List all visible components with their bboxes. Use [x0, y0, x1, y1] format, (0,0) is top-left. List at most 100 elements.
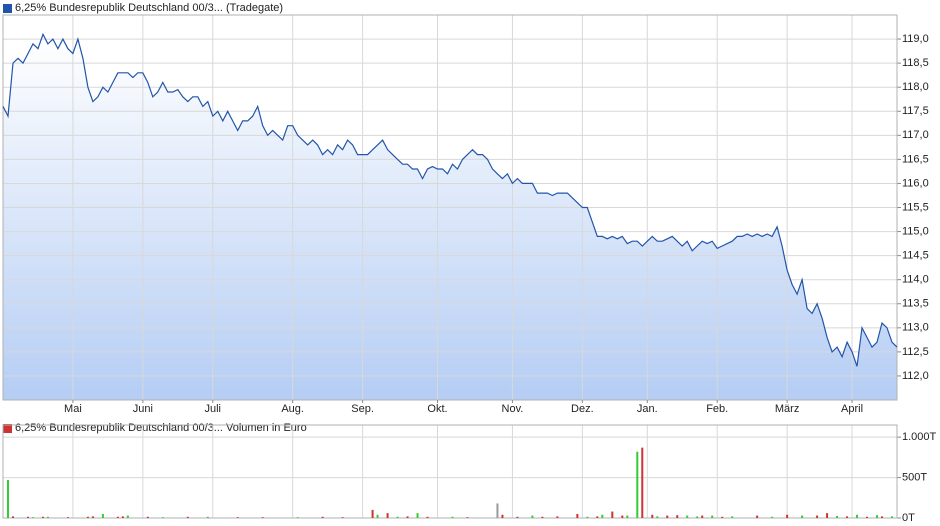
volume-bar: [816, 515, 819, 518]
volume-bar: [236, 517, 239, 518]
volume-bar: [856, 514, 859, 518]
y-tick-label: 117,5: [902, 105, 929, 117]
volume-bar: [371, 509, 374, 518]
volume-bar: [541, 516, 544, 518]
legend-label: 6,25% Bundesrepublik Deutschland 00/3...…: [15, 2, 283, 14]
volume-bar: [881, 516, 884, 518]
volume-bar: [116, 516, 119, 518]
legend-label: 6,25% Bundesrepublik Deutschland 00/3...…: [15, 422, 307, 434]
legend-swatch: [3, 424, 12, 433]
legend-swatch: [3, 4, 12, 13]
volume-bar: [31, 517, 34, 518]
x-tick-label: Feb.: [706, 403, 728, 415]
y-tick-label: 117,0: [902, 129, 929, 141]
volume-bar: [146, 516, 149, 518]
volume-bar: [701, 515, 704, 518]
volume-bar: [666, 515, 669, 518]
volume-bar: [396, 516, 399, 518]
volume-bar: [696, 516, 699, 518]
volume-bar: [656, 516, 659, 518]
x-tick-label: Jan.: [637, 403, 658, 415]
x-tick-label: März: [775, 403, 799, 415]
volume-bar: [206, 516, 209, 518]
x-tick-label: Dez.: [571, 403, 594, 415]
x-tick-label: Mai: [64, 403, 82, 415]
y-tick-label: 114,5: [902, 250, 929, 262]
volume-bar: [626, 515, 629, 518]
y-tick-label: 116,5: [902, 153, 929, 165]
volume-bar: [731, 516, 734, 518]
plot-frame: [2, 424, 898, 519]
plot-frame: [2, 14, 898, 401]
x-tick-label: Nov.: [502, 403, 524, 415]
volume-bar: [321, 516, 324, 518]
volume-bar: [756, 515, 759, 518]
volume-bar: [161, 517, 164, 518]
volume-bar: [516, 516, 519, 518]
volume-bar: [386, 513, 389, 518]
volume-bar: [801, 515, 804, 518]
volume-bar: [426, 516, 429, 518]
volume-bar: [601, 514, 604, 518]
volume-bar: [451, 516, 454, 518]
volume-bar: [91, 516, 94, 518]
volume-bar: [66, 517, 69, 518]
volume-bar: [636, 451, 639, 518]
y-tick-label: 112,5: [902, 346, 929, 358]
y-tick-label: 112,0: [902, 370, 929, 382]
y-tick-label: 118,0: [902, 81, 929, 93]
volume-bar: [596, 516, 599, 518]
volume-bar: [641, 447, 644, 518]
volume-bar: [676, 515, 679, 518]
volume-bar: [866, 516, 869, 518]
volume-bar: [126, 515, 129, 518]
y-tick-label: 115,0: [902, 225, 929, 237]
volume-bar: [496, 503, 499, 518]
volume-bar: [686, 515, 689, 518]
price-line: [2, 32, 898, 367]
volume-bar: [46, 516, 49, 518]
volume-bar: [406, 516, 409, 518]
volume-bar: [466, 517, 469, 518]
y-tick-label: 113,5: [902, 298, 929, 310]
volume-bar: [826, 513, 829, 518]
volume-bar: [41, 516, 44, 518]
y-tick-label: 113,0: [902, 322, 929, 334]
volume-bar: [876, 515, 879, 518]
volume-bar: [296, 517, 299, 518]
volume-bar: [891, 516, 894, 518]
volume-bar: [556, 516, 559, 518]
volume-bar: [771, 516, 774, 518]
volume-bar: [416, 513, 419, 518]
volume-bar: [721, 516, 724, 518]
volume-bar: [846, 516, 849, 518]
x-tick-label: Okt.: [427, 403, 447, 415]
volume-bar: [261, 517, 264, 518]
volume-bar: [186, 516, 189, 518]
volume-bar: [501, 514, 504, 518]
x-tick-label: April: [841, 403, 863, 415]
volume-bar: [86, 516, 89, 518]
y-tick-label: 114,0: [902, 274, 929, 286]
volume-bar: [101, 513, 104, 518]
volume-bar: [341, 517, 344, 518]
y-tick-label: 0T: [902, 512, 915, 524]
x-tick-label: Sep.: [351, 403, 374, 415]
volume-bar: [576, 513, 579, 518]
volume-bar: [531, 515, 534, 518]
volume-bar: [711, 515, 714, 518]
x-tick-label: Juli: [205, 403, 222, 415]
x-tick-label: Aug.: [281, 403, 304, 415]
y-tick-label: 500T: [902, 471, 927, 483]
volume-bar: [621, 515, 624, 518]
volume-bar: [586, 516, 589, 518]
x-tick-label: Juni: [133, 403, 153, 415]
volume-bar: [376, 514, 379, 518]
volume-bar: [121, 516, 124, 518]
volume-bar: [611, 511, 614, 518]
volume-bar: [6, 479, 9, 518]
y-tick-label: 115,5: [902, 201, 929, 213]
y-tick-label: 1.000T: [902, 431, 937, 443]
volume-bar: [786, 514, 789, 518]
